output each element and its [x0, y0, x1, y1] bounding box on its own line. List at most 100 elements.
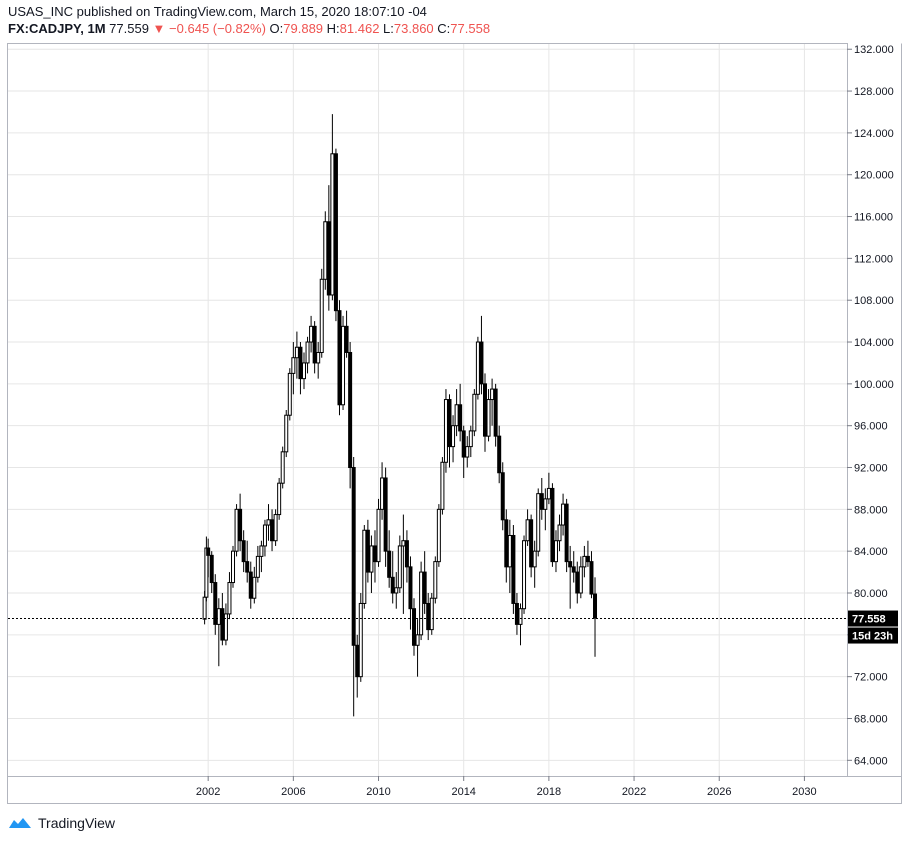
candle[interactable] — [589, 551, 594, 599]
candle[interactable] — [312, 321, 317, 374]
candle[interactable] — [475, 336, 480, 400]
tradingview-logo-icon[interactable] — [8, 816, 32, 830]
candle[interactable] — [330, 114, 335, 301]
candle[interactable] — [518, 603, 523, 646]
candle[interactable] — [390, 551, 395, 604]
candle[interactable] — [532, 540, 537, 588]
candle[interactable] — [204, 536, 209, 602]
candle[interactable] — [536, 488, 541, 557]
candle[interactable] — [326, 185, 331, 311]
candle[interactable] — [280, 446, 285, 489]
candle[interactable] — [216, 598, 221, 667]
candle[interactable] — [522, 535, 527, 614]
candle[interactable] — [564, 498, 569, 573]
candle[interactable] — [213, 574, 218, 635]
candle[interactable] — [500, 462, 505, 531]
candle[interactable] — [507, 519, 512, 593]
candle[interactable] — [415, 619, 420, 677]
candle[interactable] — [451, 415, 456, 463]
candle[interactable] — [206, 538, 211, 578]
brand-name[interactable]: TradingView — [38, 815, 116, 831]
candle[interactable] — [341, 315, 346, 410]
candle[interactable] — [465, 436, 470, 468]
candle[interactable] — [454, 389, 459, 437]
candle[interactable] — [351, 457, 356, 717]
candle[interactable] — [440, 457, 445, 515]
candle[interactable] — [273, 509, 278, 546]
candle[interactable] — [387, 530, 392, 588]
candle[interactable] — [486, 389, 491, 442]
candle[interactable] — [401, 514, 406, 614]
candle[interactable] — [358, 593, 363, 682]
candle[interactable] — [529, 514, 534, 578]
candle[interactable] — [394, 572, 399, 609]
candle[interactable] — [277, 477, 282, 520]
candle[interactable] — [301, 352, 306, 390]
candle[interactable] — [337, 300, 342, 416]
candle[interactable] — [266, 504, 271, 541]
candle[interactable] — [319, 268, 324, 358]
candle[interactable] — [270, 509, 275, 552]
candle[interactable] — [426, 593, 431, 641]
candle[interactable] — [557, 514, 562, 552]
candle[interactable] — [571, 551, 576, 583]
candle[interactable] — [514, 593, 519, 635]
candle[interactable] — [372, 530, 377, 583]
candle[interactable] — [543, 488, 548, 531]
candle[interactable] — [344, 310, 349, 358]
candle[interactable] — [458, 383, 463, 442]
candle[interactable] — [376, 498, 381, 567]
candle[interactable] — [238, 493, 243, 552]
candle[interactable] — [369, 535, 374, 593]
candle[interactable] — [493, 383, 498, 447]
candle[interactable] — [447, 394, 452, 468]
candle[interactable] — [309, 315, 314, 353]
candle[interactable] — [490, 378, 495, 426]
candle[interactable] — [568, 545, 573, 609]
candle[interactable] — [539, 477, 544, 520]
candle[interactable] — [305, 336, 310, 374]
candle[interactable] — [412, 598, 417, 656]
candle[interactable] — [209, 551, 214, 593]
candle[interactable] — [348, 342, 353, 489]
candle[interactable] — [383, 467, 388, 567]
candle[interactable] — [380, 462, 385, 520]
candle[interactable] — [575, 561, 580, 604]
candle[interactable] — [593, 577, 598, 657]
candle[interactable] — [259, 540, 264, 573]
candle[interactable] — [248, 561, 253, 609]
candle[interactable] — [561, 493, 566, 536]
candle[interactable] — [468, 425, 473, 458]
candle[interactable] — [525, 509, 530, 546]
candle[interactable] — [443, 389, 448, 473]
candle[interactable] — [220, 593, 225, 646]
candle[interactable] — [582, 545, 587, 578]
candle[interactable] — [550, 483, 555, 567]
candle[interactable] — [284, 410, 289, 458]
candle[interactable] — [223, 603, 228, 646]
candle[interactable] — [231, 545, 236, 588]
candle[interactable] — [287, 368, 292, 421]
candle[interactable] — [436, 504, 441, 567]
candle[interactable] — [397, 535, 402, 593]
candle[interactable] — [433, 556, 438, 604]
candle[interactable] — [362, 525, 367, 609]
candle[interactable] — [404, 530, 409, 583]
candle[interactable] — [422, 551, 427, 614]
candle[interactable] — [429, 593, 434, 635]
candle[interactable] — [408, 556, 413, 630]
candle[interactable] — [479, 315, 484, 395]
candle[interactable] — [291, 342, 296, 395]
candle[interactable] — [497, 425, 502, 484]
candle[interactable] — [227, 572, 232, 620]
candle[interactable] — [245, 540, 250, 583]
candle[interactable] — [252, 566, 257, 604]
candle[interactable] — [578, 556, 583, 599]
candle[interactable] — [294, 331, 299, 379]
candle[interactable] — [546, 472, 551, 505]
candle[interactable] — [355, 634, 360, 698]
candle[interactable] — [298, 342, 303, 395]
candle[interactable] — [241, 530, 246, 573]
candle[interactable] — [553, 530, 558, 573]
